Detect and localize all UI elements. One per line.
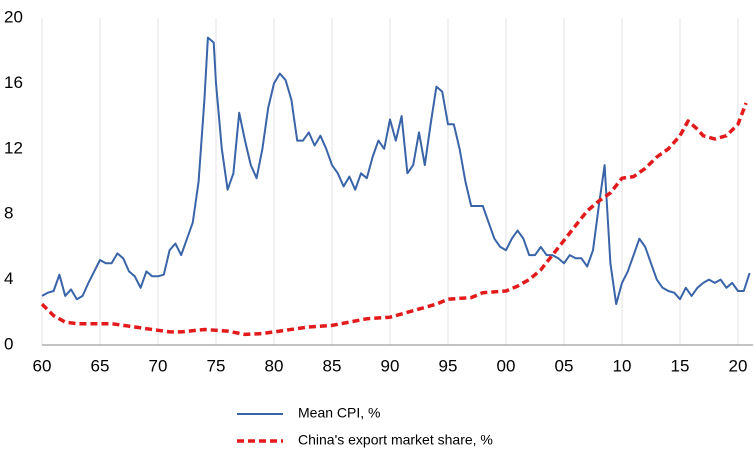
y-tick-label: 16 [4,73,23,92]
legend-label: Mean CPI, % [298,405,380,421]
y-tick-label: 12 [4,138,23,157]
x-tick-label: 15 [671,356,690,375]
series-line [40,102,748,337]
x-tick-label: 00 [497,356,516,375]
y-tick-label: 8 [4,204,13,223]
legend-label: China's export market share, % [298,432,493,448]
x-tick-label: 65 [91,356,110,375]
x-tick-label: 60 [33,356,52,375]
x-tick-label: 80 [265,356,284,375]
x-tick-label: 10 [613,356,632,375]
y-tick-label: 20 [4,7,23,26]
x-tick-label: 95 [439,356,458,375]
x-tick-label: 05 [555,356,574,375]
x-tick-label: 20 [729,356,748,375]
y-tick-label: 0 [4,334,13,353]
x-tick-label: 90 [381,356,400,375]
y-tick-label: 4 [4,269,13,288]
x-tick-label: 70 [149,356,168,375]
x-tick-label: 85 [323,356,342,375]
series-line [41,36,751,306]
x-tick-label: 75 [207,356,226,375]
